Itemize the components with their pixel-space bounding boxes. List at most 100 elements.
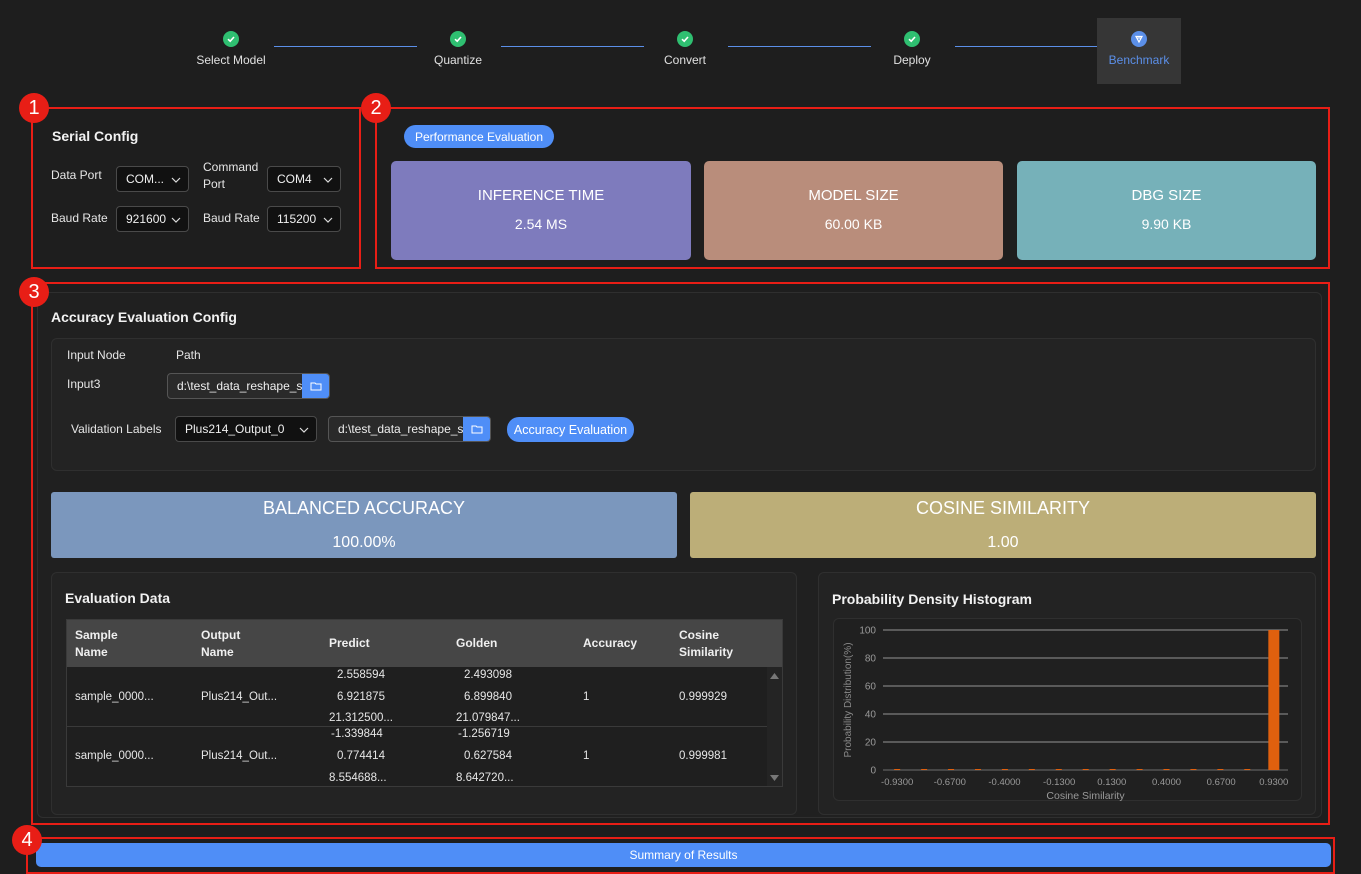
cell-golden: 21.079847... — [456, 712, 520, 724]
check-icon — [677, 31, 693, 47]
command-port-label: Command Port — [203, 159, 258, 193]
input-path-field[interactable]: d:\test_data_reshape_s — [167, 373, 330, 399]
chevron-down-icon — [323, 177, 333, 183]
table-scrollbar[interactable] — [767, 667, 782, 786]
x-tick-label: 0.9300 — [1259, 777, 1288, 788]
step-deploy[interactable]: Deploy — [852, 28, 972, 67]
col-sample-name-line1: Sample — [75, 628, 118, 642]
accuracy-evaluation-button[interactable]: Accuracy Evaluation — [507, 417, 634, 442]
balanced-accuracy-value: 100.00% — [332, 534, 396, 551]
cosine-similarity-card: COSINE SIMILARITY 1.00 — [690, 492, 1316, 558]
performance-evaluation-badge[interactable]: Performance Evaluation — [404, 125, 554, 148]
command-port-select[interactable]: COM4 — [267, 166, 341, 192]
callout-4: 4 — [12, 825, 42, 855]
histogram-title: Probability Density Histogram — [832, 591, 1032, 607]
baud-rate-label: Baud Rate — [51, 211, 108, 225]
dbg-size-label: DBG SIZE — [1131, 187, 1202, 204]
cell-cosine: 0.999929 — [679, 691, 727, 703]
cell-predict: 0.774414 — [337, 750, 385, 762]
step-convert[interactable]: Convert — [625, 28, 745, 67]
serial-config-title: Serial Config — [52, 128, 139, 144]
input-name: Input3 — [67, 377, 101, 391]
cell-golden: 8.642720... — [456, 772, 514, 784]
row-divider — [67, 726, 767, 727]
cell-golden: 6.899840 — [464, 691, 512, 703]
x-tick-label: 0.4000 — [1152, 777, 1181, 788]
step-connector — [955, 46, 1098, 47]
col-accuracy: Accuracy — [583, 636, 638, 650]
command-baud-rate-select[interactable]: 115200 — [267, 206, 341, 232]
y-axis-label: Probability Distribution(%) — [843, 642, 854, 757]
folder-icon[interactable] — [302, 374, 329, 398]
scroll-down-icon[interactable] — [767, 772, 782, 784]
scroll-up-icon[interactable] — [767, 670, 782, 682]
histogram-bar — [1268, 630, 1280, 770]
step-label: Deploy — [893, 53, 931, 67]
accuracy-config-title: Accuracy Evaluation Config — [51, 309, 237, 325]
cosine-similarity-label: COSINE SIMILARITY — [915, 498, 1091, 518]
model-size-label: MODEL SIZE — [808, 187, 899, 204]
step-select-model[interactable]: Select Model — [171, 28, 291, 67]
chevron-down-icon — [171, 177, 181, 183]
dbg-size-value: 9.90 KB — [1141, 216, 1192, 232]
cosine-similarity-value: 1.00 — [987, 534, 1019, 551]
step-quantize[interactable]: Quantize — [398, 28, 518, 67]
x-tick-label: -0.4000 — [988, 777, 1020, 788]
x-tick-label: 0.6700 — [1207, 777, 1236, 788]
cell-predict: -1.339844 — [331, 728, 383, 740]
folder-icon[interactable] — [463, 417, 490, 441]
input-path-value: d:\test_data_reshape_s — [177, 379, 302, 393]
balanced-accuracy-card: BALANCED ACCURACY 100.00% — [51, 492, 677, 558]
y-tick-label: 20 — [865, 738, 877, 749]
col-output-name-line1: Output — [201, 628, 241, 642]
x-tick-label: -0.1300 — [1043, 777, 1075, 788]
col-cosine-line2: Similarity — [679, 645, 734, 659]
y-tick-label: 80 — [865, 654, 877, 665]
histogram-chart-frame — [833, 618, 1302, 801]
command-port-label-line1: Command — [203, 160, 259, 174]
x-tick-label: -0.6700 — [934, 777, 966, 788]
baud-rate-select[interactable]: 921600 — [116, 206, 189, 232]
col-sample-name-line2: Name — [75, 645, 108, 659]
check-icon — [450, 31, 466, 47]
callout-1: 1 — [19, 93, 49, 123]
x-tick-label: -0.9300 — [881, 777, 913, 788]
path-header: Path — [176, 348, 201, 362]
workflow-stepper: Select Model Quantize Convert Deploy Ben… — [0, 0, 1361, 90]
y-tick-label: 0 — [870, 766, 876, 777]
validation-labels-label: Validation Labels — [71, 422, 162, 436]
table-header: Sample Name Output Name Predict Golden Acc… — [67, 620, 782, 667]
data-port-select[interactable]: COM... — [116, 166, 189, 192]
validation-path-value: d:\test_data_reshape_s — [338, 422, 463, 436]
step-connector — [501, 46, 644, 47]
cell-accuracy: 1 — [583, 750, 590, 762]
baud-rate-value: 921600 — [126, 212, 167, 226]
validation-path-field[interactable]: d:\test_data_reshape_s — [328, 416, 491, 442]
check-icon — [223, 31, 239, 47]
dbg-size-card: DBG SIZE 9.90 KB — [1017, 161, 1316, 260]
chevron-down-icon — [323, 217, 333, 223]
inference-time-label: INFERENCE TIME — [477, 187, 605, 204]
y-tick-label: 40 — [865, 710, 877, 721]
data-port-label: Data Port — [51, 168, 102, 182]
col-predict: Predict — [329, 636, 370, 650]
command-port-label-line2: Port — [203, 177, 226, 191]
summary-of-results-button[interactable]: Summary of Results — [36, 843, 1331, 867]
chevron-down-icon — [171, 217, 181, 223]
y-tick-label: 100 — [859, 626, 876, 637]
inference-time-card: INFERENCE TIME 2.54 MS — [391, 161, 691, 260]
col-output-name: Output Name — [201, 627, 240, 661]
step-connector — [274, 46, 417, 47]
validation-labels-value: Plus214_Output_0 — [185, 422, 285, 436]
cell-predict: 8.554688... — [329, 772, 387, 784]
step-label: Quantize — [433, 53, 483, 67]
validation-labels-select[interactable]: Plus214_Output_0 — [175, 416, 317, 442]
command-baud-rate-value: 115200 — [277, 212, 317, 226]
input-node-header: Input Node — [67, 348, 126, 362]
callout-3: 3 — [19, 277, 49, 307]
step-benchmark[interactable]: Benchmark — [1097, 18, 1181, 84]
model-size-value: 60.00 KB — [824, 216, 883, 232]
cell-predict: 21.312500... — [329, 712, 393, 724]
col-output-name-line2: Name — [201, 645, 234, 659]
col-cosine-line1: Cosine — [679, 628, 720, 642]
